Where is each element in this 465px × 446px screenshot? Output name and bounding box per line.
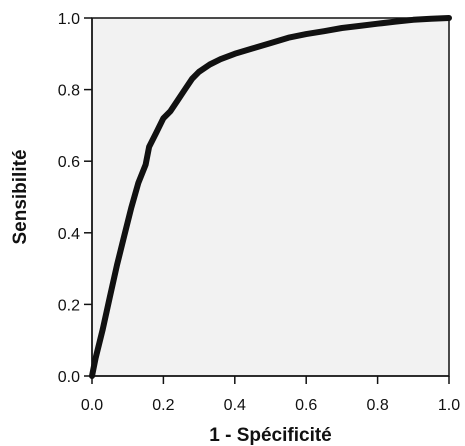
y-tick-label: 0.8 bbox=[58, 83, 80, 100]
roc-curve bbox=[89, 15, 452, 379]
y-tick-label: 0.4 bbox=[58, 226, 80, 243]
y-tick-label: 1.0 bbox=[58, 11, 80, 28]
x-tick-label: 0.8 bbox=[366, 397, 388, 414]
x-axis-title: 1 - Spécificité bbox=[209, 425, 332, 446]
axis-ticks: 0.0 0.2 0.4 0.6 0.8 1.0 0.0 0.2 0.4 0.6 0.8 1.0 bbox=[58, 11, 460, 414]
x-tick-label: 0.4 bbox=[224, 397, 246, 414]
x-tick-label: 1.0 bbox=[438, 397, 460, 414]
y-tick-label: 0.6 bbox=[58, 154, 80, 171]
y-tick-label: 0.0 bbox=[58, 369, 80, 386]
x-tick-label: 0.0 bbox=[81, 397, 103, 414]
x-tick-label: 0.2 bbox=[152, 397, 174, 414]
x-tick-label: 0.6 bbox=[295, 397, 317, 414]
y-tick-label: 0.2 bbox=[58, 297, 80, 314]
plot-background bbox=[91, 17, 450, 377]
y-axis-title: Sensibilité bbox=[10, 149, 31, 244]
